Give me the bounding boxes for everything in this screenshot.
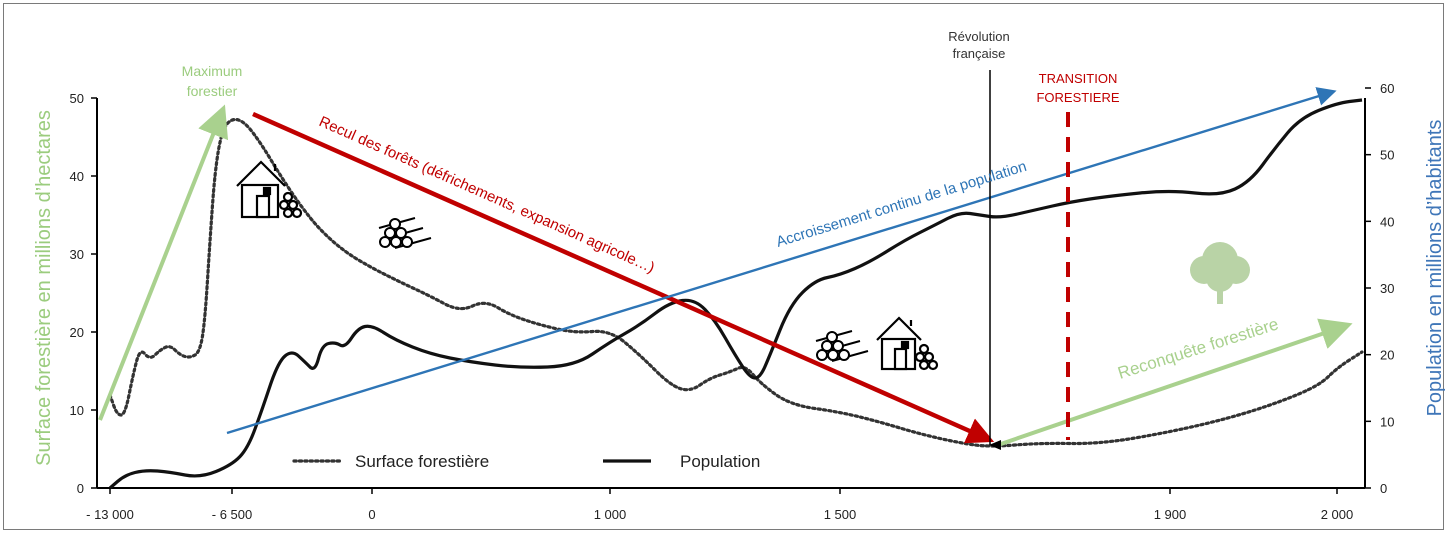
svg-text:Maximum: Maximum	[182, 63, 243, 79]
house-icon	[876, 316, 939, 371]
svg-text:française: française	[953, 46, 1006, 61]
y-right-tick-label: 20	[1380, 348, 1394, 363]
left-axis-title: Surface forestière en millions d’hectare…	[33, 110, 55, 466]
revolution-label: Révolution française	[948, 29, 1009, 61]
recul-arrow	[252, 111, 995, 444]
y-right-tick-label: 30	[1380, 281, 1394, 296]
reconquete-label: Reconquête forestière	[1115, 314, 1280, 382]
y-right-tick-label: 0	[1380, 481, 1387, 496]
tree-icon	[1190, 242, 1250, 304]
chart-frame	[3, 3, 1444, 530]
log-pile-icon	[378, 217, 432, 249]
accroissement-arrow	[226, 87, 1337, 435]
x-tick-label: - 6 500	[212, 507, 252, 522]
x-tick-label: 1 000	[594, 507, 627, 522]
population-series-line	[108, 98, 1363, 490]
x-tick-label: 1 500	[824, 507, 857, 522]
axis-ticks	[91, 87, 1371, 494]
y-left-tick-label: 40	[70, 169, 84, 184]
tick-labels: - 13 000 - 6 500 0 1 000 1 500 1 900 2 000 0 10 2…	[70, 81, 1395, 522]
svg-text:Révolution: Révolution	[948, 29, 1009, 44]
transition-label: TRANSITION FORESTIERE	[1036, 71, 1119, 105]
recul-label: Recul des forêts (défrichements, expansi…	[316, 113, 657, 276]
svg-text:TRANSITION: TRANSITION	[1039, 71, 1118, 86]
house-icon	[236, 160, 303, 219]
x-tick-label: - 13 000	[86, 507, 134, 522]
legend: Surface forestière Population	[292, 452, 760, 471]
svg-text:forestier: forestier	[187, 83, 238, 99]
y-right-tick-label: 60	[1380, 81, 1394, 96]
reconquete-arrow	[994, 318, 1353, 448]
y-left-tick-label: 30	[70, 247, 84, 262]
svg-text:FORESTIERE: FORESTIERE	[1036, 90, 1119, 105]
y-right-tick-label: 10	[1380, 414, 1394, 429]
right-axis-title: Population en millions d’habitants	[1424, 120, 1446, 417]
legend-label-population: Population	[680, 452, 760, 471]
x-tick-label: 0	[368, 507, 375, 522]
y-right-tick-label: 40	[1380, 214, 1394, 229]
log-pile-icon	[815, 330, 869, 362]
x-tick-label: 1 900	[1154, 507, 1187, 522]
maximum-arrow	[98, 104, 229, 421]
y-left-tick-label: 0	[77, 481, 84, 496]
forest-area-series-line	[108, 117, 1364, 448]
y-left-tick-label: 10	[70, 403, 84, 418]
y-right-tick-label: 50	[1380, 148, 1394, 163]
y-left-tick-label: 20	[70, 325, 84, 340]
y-left-tick-label: 50	[70, 91, 84, 106]
legend-label-forest: Surface forestière	[355, 452, 489, 471]
maximum-label: Maximum forestier	[182, 63, 243, 99]
x-tick-label: 2 000	[1321, 507, 1354, 522]
